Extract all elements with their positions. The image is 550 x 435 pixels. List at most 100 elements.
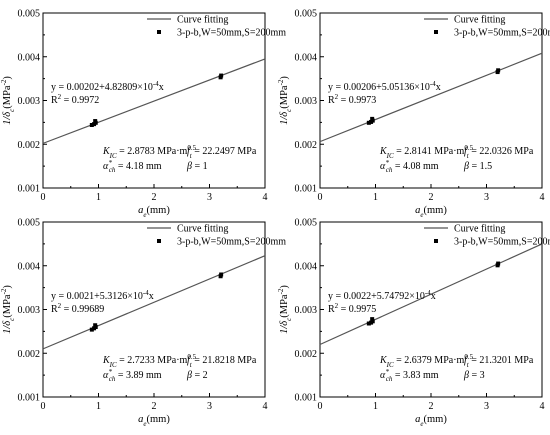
fit-equation: y = 0.0021+5.3126×10-4x <box>51 289 154 302</box>
x-tick-label: 0 <box>318 192 323 203</box>
curve-fitting-line <box>42 255 266 350</box>
chart-panel-1: 0 1 2 3 4 0.001 0.002 0.003 0.004 0.005 ae(mm) 1/δc… <box>0 9 286 220</box>
fit-equation: y = 0.00206+5.05136×10-4x <box>328 80 441 93</box>
alpha-ch-value: α* ch = 4.08 mm <box>380 159 439 174</box>
y-tick-label: 0.003 <box>18 96 41 107</box>
beta-value: β = 1 <box>186 161 208 172</box>
r-squared: R2 = 0.9975 <box>328 302 376 315</box>
legend-marker-swatch <box>157 239 161 243</box>
ft-value: ft = 21.3201 MPa <box>464 355 534 369</box>
x-axis-label: ae(mm) <box>415 414 447 428</box>
alpha-ch-value: α* ch = 3.89 mm <box>103 368 162 383</box>
chart-panel-3: 0 1 2 3 4 0.001 0.002 0.003 0.004 0.005 ae(mm) 1/δc… <box>0 218 286 429</box>
kic-value: KIC = 2.7233 MPa·m0.5 <box>102 353 197 369</box>
y-axis-label: 1/δc(MPa-2) <box>277 76 293 125</box>
alpha-ch-value: α* ch = 4.18 mm <box>103 159 162 174</box>
x-tick-label: 0 <box>41 192 46 203</box>
y-tick-label: 0.001 <box>18 184 41 195</box>
kic-value: KIC = 2.8141 MPa·m0.5 <box>379 144 474 160</box>
data-point <box>370 319 375 324</box>
x-tick-label: 2 <box>152 401 157 412</box>
x-tick-label: 1 <box>373 401 378 412</box>
ft-value: ft = 22.0326 MPa <box>464 146 534 160</box>
x-tick-label: 3 <box>207 192 212 203</box>
y-axis-label: 1/δc(MPa-2) <box>0 285 16 334</box>
ft-value: ft = 21.8218 MPa <box>187 355 257 369</box>
legend-label-curve-fitting: Curve fitting <box>177 224 228 235</box>
r-squared: R2 = 0.9972 <box>51 93 99 106</box>
y-axis-label: 1/δc(MPa-2) <box>0 76 16 125</box>
curve-fitting-line <box>319 52 543 143</box>
fit-equation: y = 0.0022+5.74792×10-4x <box>328 289 436 302</box>
legend-label-curve-fitting: Curve fitting <box>454 224 505 235</box>
y-tick-label: 0.002 <box>295 349 318 360</box>
y-tick-label: 0.004 <box>18 52 41 63</box>
y-axis-label: 1/δc(MPa-2) <box>277 285 293 334</box>
x-tick-label: 1 <box>96 192 101 203</box>
x-tick-label: 3 <box>484 401 489 412</box>
data-point <box>89 327 94 332</box>
data-point <box>93 323 98 328</box>
data-point <box>496 261 501 266</box>
y-tick-label: 0.001 <box>295 184 318 195</box>
curve-fitting-line <box>42 58 266 144</box>
x-tick-label: 4 <box>540 192 545 203</box>
x-tick-label: 4 <box>263 192 268 203</box>
data-point <box>496 68 501 73</box>
x-tick-label: 2 <box>429 192 434 203</box>
x-axis-label: ae(mm) <box>415 205 447 219</box>
y-tick-label: 0.002 <box>18 349 41 360</box>
y-tick-label: 0.002 <box>295 140 318 151</box>
x-tick-label: 4 <box>540 401 545 412</box>
curve-fitting-line <box>319 243 543 346</box>
legend-marker-swatch <box>434 239 438 243</box>
data-point <box>219 73 224 78</box>
r-squared: R2 = 0.9973 <box>328 93 376 106</box>
y-tick-label: 0.003 <box>18 305 41 316</box>
y-tick-label: 0.004 <box>18 261 41 272</box>
y-tick-label: 0.005 <box>18 9 41 20</box>
x-tick-label: 2 <box>152 192 157 203</box>
data-point <box>370 116 375 121</box>
x-tick-label: 3 <box>207 401 212 412</box>
y-tick-label: 0.002 <box>18 140 41 151</box>
legend-marker-swatch <box>157 30 161 34</box>
ft-value: ft = 22.2497 MPa <box>187 146 257 160</box>
data-point <box>366 120 371 125</box>
alpha-ch-value: α* ch = 3.83 mm <box>380 368 439 383</box>
y-tick-label: 0.003 <box>295 305 318 316</box>
legend-label-data: 3-p-b,W=50mm,S=200mm <box>454 28 550 39</box>
beta-value: β = 3 <box>463 370 485 381</box>
data-point <box>89 123 94 127</box>
x-tick-label: 4 <box>263 401 268 412</box>
legend-label-data: 3-p-b,W=50mm,S=200mm <box>177 237 286 248</box>
x-tick-label: 1 <box>96 401 101 412</box>
data-point <box>370 317 375 322</box>
y-tick-label: 0.004 <box>295 261 318 272</box>
y-tick-label: 0.005 <box>18 218 41 229</box>
fit-equation: y = 0.00202+4.82809×10-4x <box>51 80 164 93</box>
y-tick-label: 0.001 <box>18 393 41 404</box>
y-tick-label: 0.001 <box>295 393 318 404</box>
x-tick-label: 0 <box>318 401 323 412</box>
x-axis-label: ae(mm) <box>138 414 170 428</box>
y-tick-label: 0.005 <box>295 218 318 229</box>
y-tick-label: 0.003 <box>295 96 318 107</box>
y-tick-label: 0.004 <box>295 52 318 63</box>
chart-panel-2: 0 1 2 3 4 0.001 0.002 0.003 0.004 0.005 ae(mm) 1/δc… <box>277 9 550 220</box>
beta-value: β = 2 <box>186 370 208 381</box>
y-tick-label: 0.005 <box>295 9 318 20</box>
x-axis-label: ae(mm) <box>138 205 170 219</box>
kic-value: KIC = 2.6379 MPa·m0.5 <box>379 353 474 369</box>
data-point <box>219 272 224 277</box>
x-tick-label: 2 <box>429 401 434 412</box>
x-tick-label: 1 <box>373 192 378 203</box>
legend-label-data: 3-p-b,W=50mm,S=200mm <box>454 237 550 248</box>
chart-panel-4: 0 1 2 3 4 0.001 0.002 0.003 0.004 0.005 ae(mm) 1/δc… <box>277 218 550 429</box>
x-tick-label: 0 <box>41 401 46 412</box>
legend-label-curve-fitting: Curve fitting <box>177 15 228 26</box>
data-point <box>93 119 98 124</box>
kic-value: KIC = 2.8783 MPa·m0.5 <box>102 144 197 160</box>
x-tick-label: 3 <box>484 192 489 203</box>
